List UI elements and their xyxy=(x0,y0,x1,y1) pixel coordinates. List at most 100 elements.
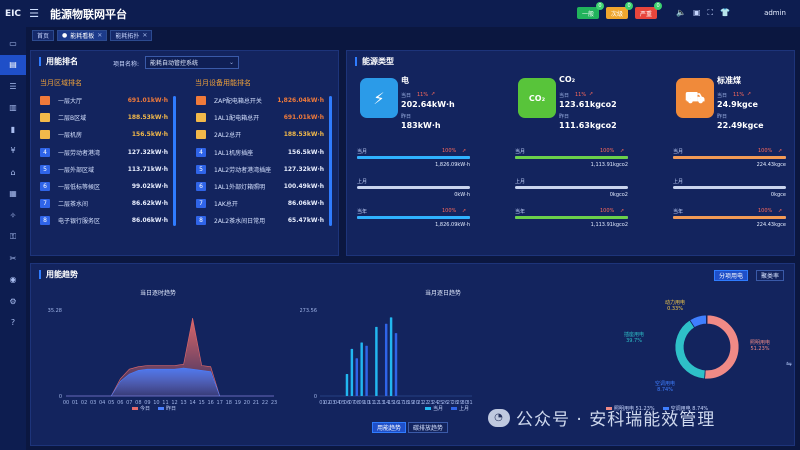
sub-item-power-button[interactable]: 分项用电 xyxy=(714,270,749,281)
stat-bar xyxy=(515,216,628,219)
ranking-row: 7 1AK总开 86.06kW·h xyxy=(196,195,324,212)
x-tick-label: 11 xyxy=(368,400,374,406)
x-tick-label: 27 xyxy=(447,400,453,406)
legend-light[interactable]: 照明用电 51.23% xyxy=(606,405,655,412)
x-tick-label: 05 xyxy=(339,400,345,406)
image-icon[interactable]: ▣ xyxy=(692,8,701,17)
x-tick-label: 10 xyxy=(153,400,159,406)
trend-up-icon: ➚ xyxy=(778,148,783,154)
today-change: 11% xyxy=(417,92,429,98)
stat-bar-fill xyxy=(515,216,628,219)
stat-label: 当月 xyxy=(357,149,368,155)
x-tick-label: 08 xyxy=(354,400,360,406)
dashboard-icon[interactable]: ▭ xyxy=(9,38,17,48)
stat-bar-fill xyxy=(515,156,628,159)
legend-last-month[interactable]: 上月 xyxy=(451,405,469,412)
alarm-normal-button[interactable]: 一般 0 xyxy=(577,2,605,19)
legend-today[interactable]: 今日 xyxy=(132,405,150,412)
legend-yesterday[interactable]: 昨日 xyxy=(158,405,176,412)
menu-toggle-icon[interactable]: ☰ xyxy=(29,7,39,20)
active-dot-icon: ● xyxy=(62,31,68,39)
x-tick-label: 15 xyxy=(388,400,394,406)
sub-item-donut-chart xyxy=(674,314,740,380)
energy-trend-button[interactable]: 用能趋势 xyxy=(372,422,407,433)
slice-name: 空调用电 xyxy=(655,381,676,387)
rank-name: 一层外部区域 xyxy=(58,166,95,174)
rank-value: 113.71kW·h xyxy=(127,165,168,173)
stat-value: 0kgce xyxy=(770,192,786,198)
close-icon[interactable]: ✕ xyxy=(142,31,148,39)
x-tick-label: 17 xyxy=(398,400,404,406)
today-value: 24.9kgce xyxy=(717,100,758,109)
slice-value: 39.7% xyxy=(626,338,642,344)
rank-badge: 6 xyxy=(40,182,50,191)
last-month-bar xyxy=(355,358,358,396)
x-tick-label: 03 xyxy=(90,400,96,406)
fullscreen-icon[interactable]: ⛶ xyxy=(707,8,714,17)
x-tick-label: 21 xyxy=(253,400,259,406)
rank-badge: 5 xyxy=(40,164,50,174)
record-icon[interactable]: ◉ xyxy=(9,275,17,284)
ranking-row: 4 一层劳动者港湾 127.32kW·h xyxy=(40,144,168,161)
rank-name: 2AL2总开 xyxy=(214,132,242,140)
panel-title: 能源类型 xyxy=(355,57,394,66)
building-icon[interactable]: ⌂ xyxy=(10,167,16,177)
rank-badge: 4 xyxy=(40,147,50,157)
x-tick-label: 16 xyxy=(208,400,214,406)
energy-type-name: CO₂ xyxy=(559,75,576,84)
rank-badge: 5 xyxy=(196,164,206,174)
report-icon[interactable]: ▦ xyxy=(9,189,17,198)
donut-label-socket: 插座用电 39.7% xyxy=(624,332,644,344)
stat-label: 当年 xyxy=(673,209,684,215)
rank-badge: 3 xyxy=(196,130,206,140)
alarm-severe-button[interactable]: 严重 0 xyxy=(635,2,663,19)
ranking-row: 3 一层机房 156.5kW·h xyxy=(40,126,168,143)
legend-ac[interactable]: 空调用电 8.74% xyxy=(662,405,708,412)
tab-home[interactable]: 首页 xyxy=(32,29,55,41)
legend-this-month[interactable]: 当月 xyxy=(425,405,443,412)
cluster-rate-button[interactable]: 聚类率 xyxy=(756,270,785,281)
help-icon[interactable]: ? xyxy=(10,318,16,327)
user-name[interactable]: admin xyxy=(764,9,786,17)
book-icon[interactable]: ▥ xyxy=(9,103,17,112)
trend-up-icon: ➚ xyxy=(620,148,625,154)
tab-label: 能耗看板 xyxy=(70,32,95,40)
shirt-icon[interactable]: 👕 xyxy=(720,8,731,17)
list-icon[interactable]: ☰ xyxy=(9,81,17,91)
co2-icon: CO₂ xyxy=(518,78,556,118)
project-select-value: 能耗自动管控系统 xyxy=(150,60,199,67)
yesterday-value: 111.63kgco2 xyxy=(559,121,617,130)
legend-label: 今日 xyxy=(140,406,151,412)
alarm-count: 0 xyxy=(596,2,605,10)
x-tick-label: 17 xyxy=(217,400,223,406)
slice-name: 照明用电 xyxy=(750,340,771,346)
donut-slice xyxy=(705,314,708,325)
stat-change: 100% xyxy=(758,148,773,154)
area-scrollbar[interactable] xyxy=(173,96,176,226)
carbon-trend-button[interactable]: 碳排放趋势 xyxy=(408,422,449,433)
monitor-icon[interactable]: ▤ xyxy=(0,54,26,75)
tool-icon[interactable]: ✂ xyxy=(9,253,17,263)
slice-value: 51.23% xyxy=(750,346,770,352)
coin-icon[interactable]: ¥ xyxy=(10,146,16,155)
volume-icon[interactable]: 🔈 xyxy=(676,8,686,17)
rank-badge: 8 xyxy=(40,216,50,226)
tab-energy-topology[interactable]: 能耗拓扑 ✕ xyxy=(110,29,153,41)
tab-energy-board[interactable]: ● 能耗看板 ✕ xyxy=(57,29,108,41)
project-select[interactable]: 能耗自动管控系统 ⌄ xyxy=(145,56,239,69)
compass-icon[interactable]: ✧ xyxy=(9,210,17,220)
legend-label: 当月 xyxy=(433,406,444,412)
settings-slider-icon[interactable]: ⇋ xyxy=(786,360,792,368)
x-tick-label: 02 xyxy=(81,400,87,406)
device-scrollbar[interactable] xyxy=(329,96,332,226)
settings-icon[interactable]: ⚙ xyxy=(9,296,17,306)
lock-icon[interactable]: ⚿ xyxy=(9,231,17,241)
stat-label: 上月 xyxy=(357,179,368,185)
alarm-minor-button[interactable]: 次级 0 xyxy=(606,2,634,19)
rank-value: 86.62kW·h xyxy=(131,200,168,208)
stat-bar-fill xyxy=(673,156,786,159)
trend-up-icon: ➚ xyxy=(589,91,594,97)
bar-chart-icon[interactable]: ▮ xyxy=(10,124,16,134)
close-icon[interactable]: ✕ xyxy=(97,31,103,39)
rank-name: 二层茶水间 xyxy=(58,201,89,209)
